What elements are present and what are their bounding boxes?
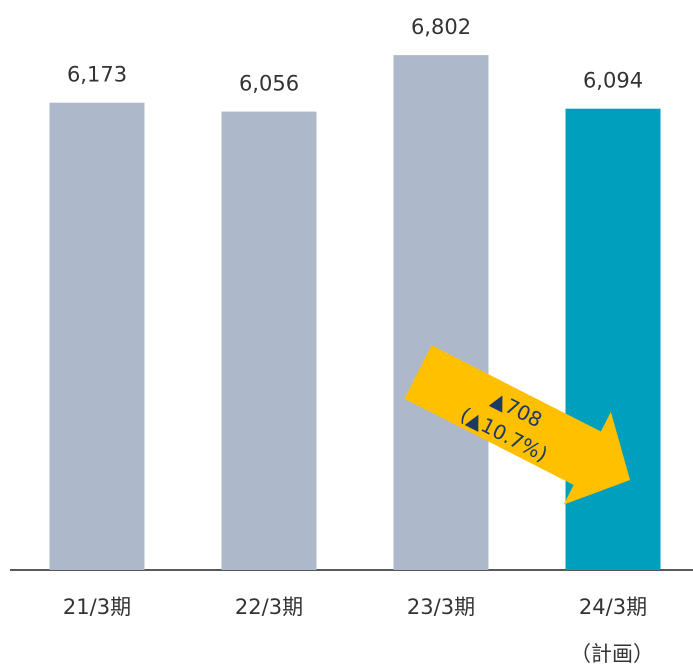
arrow-shape (404, 345, 631, 505)
value-label: 6,173 (67, 63, 127, 87)
bar (49, 102, 145, 570)
bar (565, 108, 661, 570)
value-label: 6,056 (239, 72, 299, 96)
x-tick-label: 22/3期 (235, 595, 303, 619)
bar (393, 55, 489, 571)
x-tick-label: 24/3期 (579, 595, 647, 619)
value-label: 6,802 (411, 15, 471, 39)
bar (221, 111, 317, 570)
value-label: 6,094 (583, 69, 643, 93)
plan-note: （計画） (570, 642, 654, 666)
x-tick-label: 21/3期 (63, 595, 131, 619)
x-tick-label: 23/3期 (407, 595, 475, 619)
